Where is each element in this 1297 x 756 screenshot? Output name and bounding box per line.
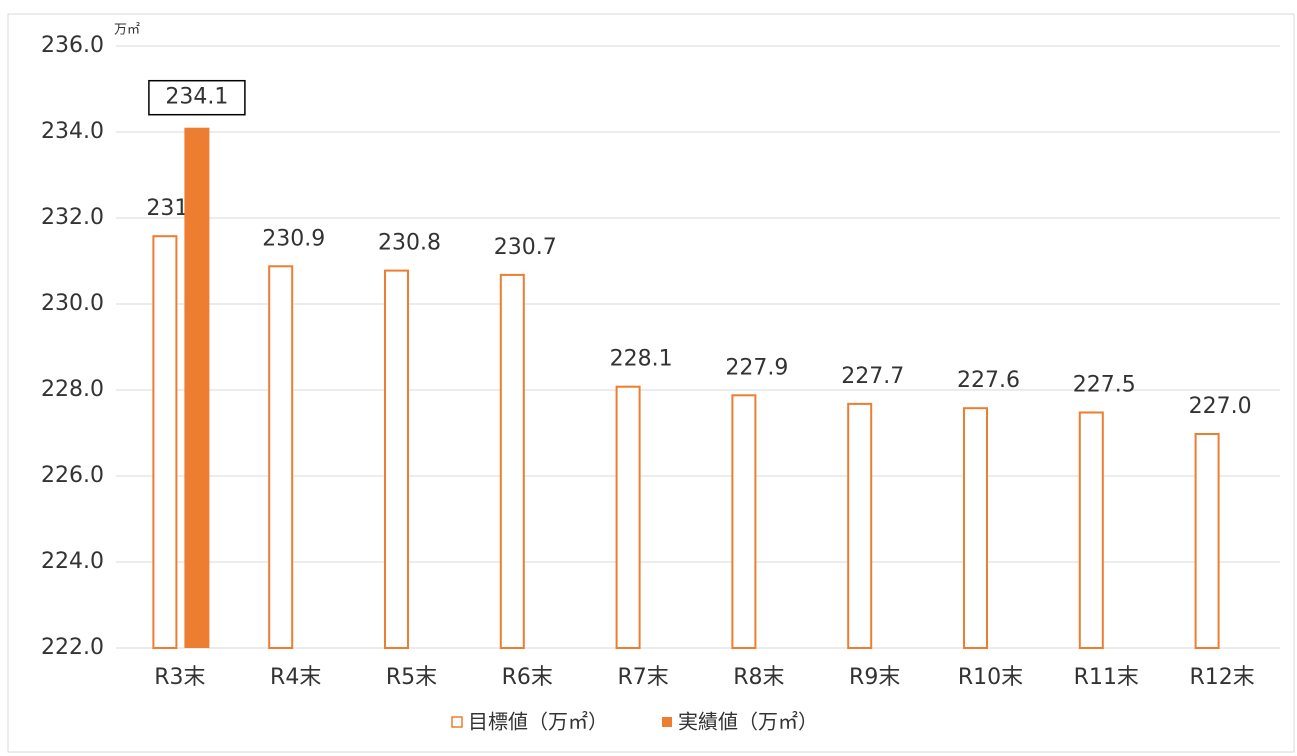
bar	[1078, 411, 1104, 649]
value-label-box	[148, 79, 246, 116]
x-tick-label: R10末	[958, 665, 1023, 690]
bar	[268, 265, 294, 649]
x-tick-label: R7末	[617, 665, 668, 690]
legend-label: 目標値（万㎡）	[468, 710, 608, 734]
value-label: 227.7	[841, 364, 904, 389]
bar	[184, 127, 210, 648]
value-label: 227.6	[957, 368, 1020, 393]
bar	[963, 407, 988, 650]
value-label: 227.9	[725, 355, 788, 380]
value-label: 228.1	[610, 347, 673, 372]
y-tick-label: 236.0	[41, 33, 104, 58]
y-tick-label: 234.0	[41, 119, 104, 144]
y-tick-label: 224.0	[41, 549, 104, 574]
y-tick-label: 226.0	[41, 463, 104, 488]
value-label: 227.0	[1189, 394, 1252, 419]
x-tick-label: R6末	[502, 665, 553, 690]
value-label: 230.9	[262, 226, 325, 251]
x-tick-label: R12末	[1189, 665, 1254, 690]
value-label: 230.8	[378, 231, 441, 256]
bar	[847, 402, 873, 649]
bar	[152, 235, 178, 649]
bar	[731, 394, 757, 649]
y-tick-label: 230.0	[41, 291, 104, 316]
x-tick-label: R9末	[849, 665, 900, 690]
bar	[1194, 433, 1220, 649]
value-label: 234.1	[165, 85, 228, 110]
bar	[499, 273, 525, 649]
legend-swatch	[662, 717, 672, 727]
legend-label: 実績値（万㎡）	[678, 710, 818, 734]
value-label: 230.7	[494, 235, 557, 260]
x-tick-label: R4末	[270, 665, 321, 690]
x-tick-label: R5末	[386, 665, 437, 690]
x-tick-label: R8末	[733, 665, 784, 690]
value-label: 227.5	[1073, 373, 1136, 398]
y-tick-label: 232.0	[41, 205, 104, 230]
unit-label: 万㎡	[114, 23, 140, 38]
bar	[615, 385, 641, 649]
legend-swatch	[451, 716, 463, 728]
y-tick-label: 222.0	[41, 635, 104, 660]
x-tick-label: R3末	[154, 665, 205, 690]
x-tick-label: R11末	[1074, 665, 1139, 690]
y-tick-label: 228.0	[41, 377, 104, 402]
bar	[384, 269, 409, 649]
